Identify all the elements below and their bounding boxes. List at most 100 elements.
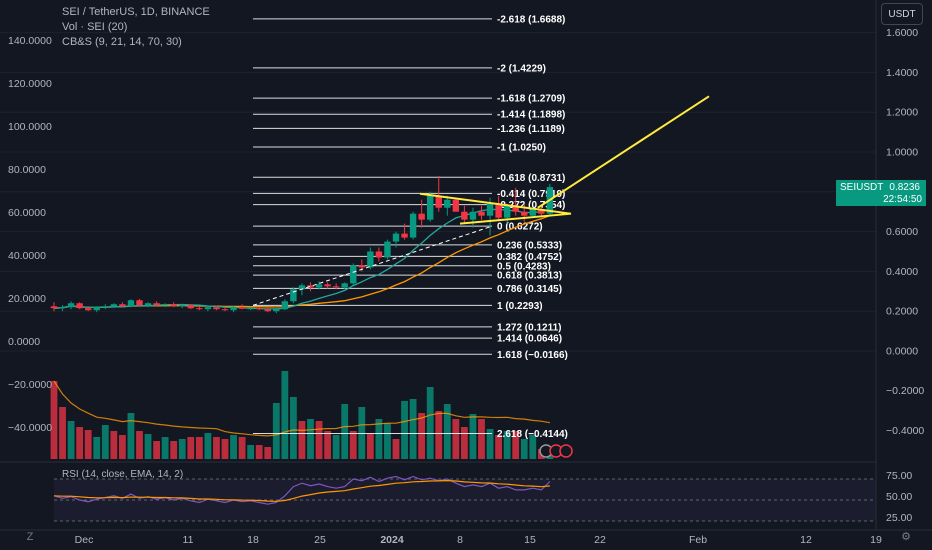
candle-body — [392, 233, 400, 242]
candle-body — [204, 307, 212, 310]
candle-body — [298, 285, 306, 290]
candle-body — [179, 305, 186, 307]
candle-body — [76, 303, 83, 309]
volume-bar — [153, 441, 160, 459]
volume-bar — [144, 434, 152, 459]
volume-bar — [426, 387, 434, 459]
volume-bar — [529, 435, 537, 459]
candle-body — [281, 301, 289, 310]
volume-bar — [170, 441, 178, 459]
fib-level-label: -1.236 (1.1189) — [497, 124, 565, 135]
cbs-indicator-label[interactable]: CB&S (9, 21, 14, 70, 30) — [62, 36, 182, 48]
candle-body — [256, 308, 263, 310]
time-axis-tick: 2024 — [380, 534, 404, 546]
volume-bar — [264, 447, 272, 459]
candle-body — [461, 211, 468, 220]
candle-body — [221, 309, 229, 311]
projection-line — [537, 95, 710, 209]
resistance-trendline — [419, 192, 572, 215]
candle-body — [503, 205, 511, 218]
volume-bar — [341, 404, 349, 459]
volume-bar — [136, 431, 143, 459]
left-axis-tick: 80.0000 — [8, 164, 46, 176]
candle-body — [264, 309, 271, 312]
right-axis-tick: −0.2000 — [886, 385, 924, 397]
time-axis-tick: 11 — [183, 534, 194, 546]
rsi-pane — [0, 461, 876, 522]
rsi-indicator-label[interactable]: RSI (14, close, EMA, 14, 2) — [62, 469, 184, 480]
volume-bar — [298, 421, 306, 459]
fib-level-label: -0.618 (0.8731) — [497, 173, 565, 184]
right-axis-tick: −0.4000 — [886, 425, 924, 437]
tradingview-logo-icon[interactable]: Z — [26, 531, 34, 543]
time-axis-tick: 8 — [457, 534, 463, 546]
settings-gear-icon[interactable]: ⚙ — [901, 531, 911, 543]
candle-body — [50, 306, 58, 309]
event-marker-icon — [559, 444, 573, 458]
volume-bar — [204, 433, 212, 459]
volume-bar — [452, 419, 460, 459]
volume-bar — [315, 421, 323, 459]
right-axis-tick: 0.4000 — [886, 266, 918, 278]
volume-bar — [187, 437, 195, 459]
fib-level-label: 0.786 (0.3145) — [497, 284, 562, 295]
volume-bar — [221, 439, 229, 459]
volume-bar — [247, 445, 255, 459]
rsi-ema-line — [53, 479, 550, 502]
right-axis-tick: 1.2000 — [886, 107, 918, 119]
candle-body — [213, 307, 220, 310]
volume-bar — [255, 445, 263, 459]
last-price-tag: SEIUSDT 0.8236 22:54:50 — [836, 180, 926, 206]
volume-bar — [67, 421, 75, 459]
candle-body — [119, 304, 126, 307]
candle-body — [409, 213, 417, 238]
trendlines — [252, 95, 710, 306]
candle-body — [401, 233, 408, 238]
candle-body — [144, 303, 152, 306]
chart-title[interactable]: SEI / TetherUS, 1D, BINANCE — [62, 6, 210, 18]
volume-bar — [76, 427, 84, 459]
volume-bar — [238, 437, 246, 459]
fib-level-label: -1.414 (1.1898) — [497, 110, 565, 121]
candle-body — [469, 211, 477, 220]
time-axis-tick: 22 — [594, 534, 606, 546]
volume-bar — [409, 399, 417, 459]
candle-body — [59, 307, 66, 309]
volume-bar — [495, 435, 502, 459]
volume-indicator-label[interactable]: Vol · SEI (20) — [62, 21, 128, 33]
fib-level-label: 0.618 (0.3813) — [497, 271, 562, 282]
time-axis-tick: Feb — [689, 534, 707, 546]
volume-bar — [469, 414, 477, 459]
left-axis-tick: 40.0000 — [8, 250, 46, 262]
fib-level-label: 1.272 (0.1211) — [497, 322, 562, 333]
candle-body — [273, 309, 280, 312]
candle-body — [127, 300, 135, 307]
volume-bar — [435, 411, 443, 459]
rsi-axis-tick: 50.00 — [886, 491, 912, 503]
candle-body — [538, 209, 545, 214]
candle-body — [290, 289, 297, 302]
right-axis-tick: 0.0000 — [886, 345, 918, 357]
left-axis-tick: −40.0000 — [8, 422, 52, 434]
candle-body — [332, 286, 340, 288]
left-axis-tick: −20.0000 — [8, 379, 52, 391]
volume-bar — [366, 434, 374, 459]
fib-level-label: 0 (0.6272) — [497, 222, 543, 233]
candle-body — [512, 205, 519, 212]
volume-bar — [332, 435, 340, 459]
candle-body — [341, 283, 348, 288]
fib-level-label: -2 (1.4229) — [497, 63, 546, 74]
fib-level-label: -1 (1.0250) — [497, 143, 546, 154]
fib-level-label: -1.618 (1.2709) — [497, 94, 565, 105]
fib-level-label: 0.5 (0.4283) — [497, 261, 551, 272]
candle-body — [136, 300, 143, 306]
volume-bar — [178, 439, 186, 459]
volume-bar — [84, 430, 92, 459]
volume-bar — [375, 419, 383, 459]
volume-bar — [161, 437, 169, 459]
fib-level-label: 1.618 (−0.0166) — [497, 350, 568, 361]
currency-button[interactable]: USDT — [881, 3, 923, 25]
fib-level-label: -0.272 (0.7354) — [497, 200, 565, 211]
